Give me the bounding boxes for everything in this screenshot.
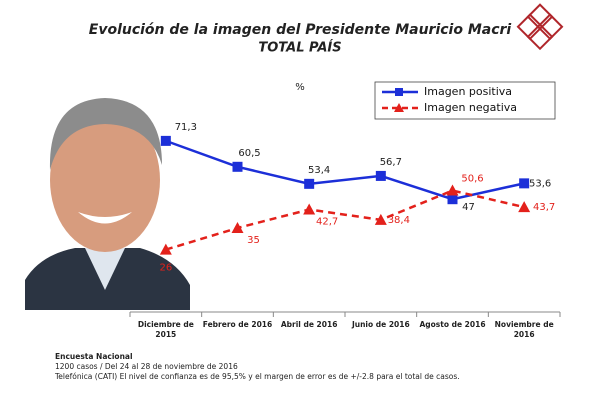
note: Encuesta Nacional [55, 352, 133, 361]
legend-box [374, 81, 556, 120]
logo [516, 3, 564, 51]
value-label: 71,3 [175, 122, 197, 133]
legend-marker [395, 88, 403, 96]
legend-label: Imagen negativa [424, 101, 517, 114]
note: Telefónica (CATI) El nivel de confianza … [55, 372, 460, 381]
marker [303, 203, 316, 215]
x-tick-label: Junio de 2016 [351, 320, 410, 329]
series-line [165, 139, 525, 201]
marker [159, 243, 172, 255]
series-line [165, 189, 525, 251]
value-label: 42,7 [316, 217, 338, 228]
chart-subtitle: TOTAL PAÍS [258, 40, 341, 56]
marker [446, 184, 459, 196]
value-label: 35 [247, 235, 260, 246]
marker [160, 135, 171, 146]
y-label: % [295, 82, 305, 93]
x-tick-label: Abril de 2016 [280, 320, 338, 329]
legend-marker [394, 103, 404, 112]
marker [304, 178, 315, 189]
value-label: 38,4 [388, 215, 410, 226]
x-tick-label: Febrero de 2016 [202, 320, 273, 329]
chart-title: Evolución de la imagen del Presidente Ma… [89, 22, 512, 38]
marker [519, 178, 530, 189]
value-label: 43,7 [533, 202, 555, 213]
marker [232, 161, 243, 172]
photo [25, 98, 190, 310]
x-tick-label: Agosto de 2016 [419, 320, 486, 329]
marker [518, 201, 531, 213]
value-label: 26 [159, 263, 172, 274]
note: 1200 casos / Del 24 al 28 de noviembre d… [55, 362, 238, 371]
value-label: 47 [462, 202, 475, 213]
value-label: 50,6 [461, 174, 483, 185]
marker [375, 170, 386, 181]
value-label: 53,6 [529, 178, 551, 189]
marker [374, 213, 387, 225]
x-tick-label: Diciembre de 2015 [137, 320, 194, 339]
x-tick-label: Noviembre de 2016 [494, 320, 554, 339]
legend-label: Imagen positiva [424, 85, 512, 98]
value-label: 53,4 [308, 165, 330, 176]
value-label: 60,5 [238, 148, 260, 159]
value-label: 56,7 [380, 157, 402, 168]
marker [231, 222, 244, 233]
marker [447, 194, 458, 205]
